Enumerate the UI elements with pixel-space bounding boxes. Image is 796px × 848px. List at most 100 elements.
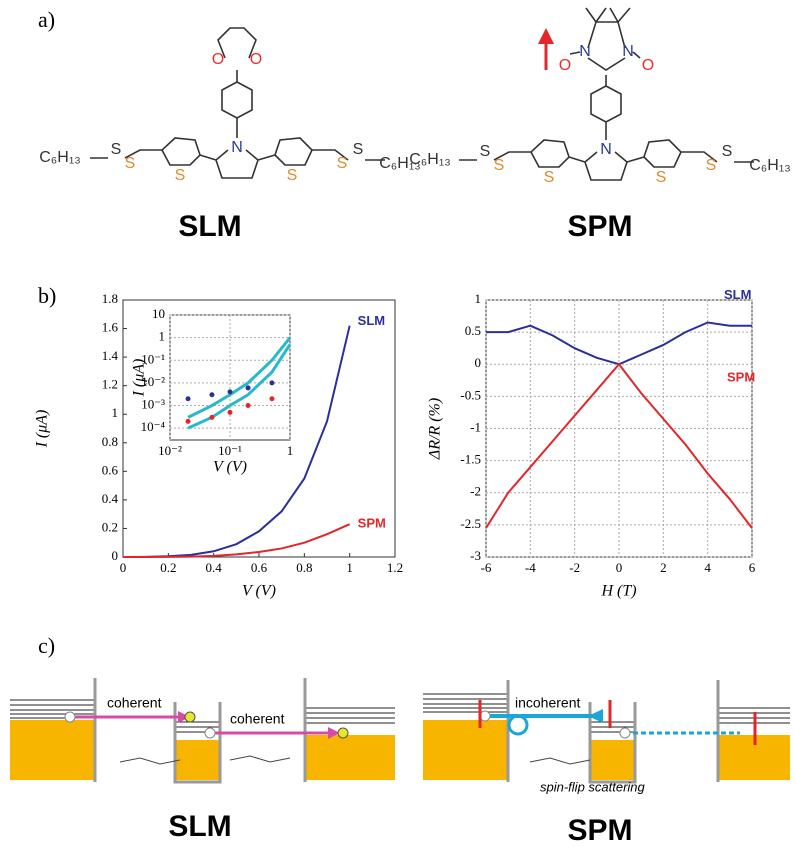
y-tick-label: 10⁻³ — [141, 397, 165, 412]
x-tick-label: 0.6 — [251, 560, 268, 575]
y-tick-label: 1 — [159, 329, 166, 344]
x-tick-label: 1 — [287, 443, 294, 458]
transport-label: coherent — [107, 695, 162, 711]
x-tick-label: -6 — [481, 560, 492, 575]
diagram-slm: coherent coherent SLM — [10, 678, 395, 843]
y-tick-label: -2 — [470, 484, 481, 499]
molecule-name: SPM — [567, 210, 632, 243]
x-tick-label: -2 — [569, 560, 580, 575]
atom: O — [250, 51, 262, 68]
y-tick-label: 10⁻¹ — [141, 351, 165, 366]
y-tick-label: -1 — [470, 419, 481, 434]
y-tick-label: -0.5 — [460, 387, 481, 402]
atom: S — [480, 143, 491, 160]
marker — [185, 396, 191, 402]
panel-label: a) — [38, 7, 55, 32]
y-tick-label: 10⁻² — [141, 374, 165, 389]
x-axis-label: V (V) — [213, 459, 247, 476]
marker — [227, 389, 233, 395]
panel-label: c) — [38, 633, 55, 658]
marker — [209, 392, 215, 398]
atom: S — [337, 155, 348, 172]
atom: S — [706, 157, 717, 174]
molecule-spm: O N N O N S S S S S S C₆H₁₃ C₆H₁₃ SPM — [409, 7, 791, 243]
y-tick-label: 0.4 — [102, 491, 119, 506]
atom: C₆H₁₃ — [379, 155, 420, 172]
y-tick-label: 10 — [152, 306, 165, 321]
y-tick-label: 1 — [112, 405, 119, 420]
y-tick-label: 0.5 — [465, 323, 481, 338]
y-tick-label: 1 — [475, 291, 482, 306]
y-axis-label: I (μA) — [34, 410, 51, 449]
x-tick-label: 4 — [704, 560, 711, 575]
series-label: SPM — [358, 516, 386, 531]
x-tick-label: 10⁻² — [158, 443, 182, 458]
atom: S — [125, 155, 136, 172]
y-axis-label: ΔR/R (%) — [427, 398, 444, 460]
y-tick-label: 0 — [112, 548, 119, 563]
atom: C₆H₁₃ — [39, 149, 80, 166]
atom: C₆H₁₃ — [749, 157, 790, 174]
spin-arrow-head — [538, 28, 554, 44]
y-tick-label: 1.6 — [102, 320, 119, 335]
atom: S — [111, 141, 122, 158]
x-tick-label: 0.2 — [160, 560, 176, 575]
series-line — [485, 362, 753, 529]
diagram-title: SLM — [168, 810, 231, 843]
molecule-name: SLM — [178, 210, 241, 243]
transport-label: coherent — [230, 711, 285, 727]
atom: S — [353, 141, 364, 158]
marker — [227, 409, 233, 415]
atom: S — [494, 157, 505, 174]
x-tick-label: 0.4 — [206, 560, 223, 575]
marker — [245, 385, 251, 391]
atom: S — [287, 167, 298, 184]
y-tick-label: -2.5 — [460, 516, 481, 531]
x-axis-label: H (T) — [600, 583, 636, 600]
atom: N — [231, 139, 243, 156]
atom: C₆H₁₃ — [409, 151, 450, 168]
x-tick-label: 0 — [616, 560, 623, 575]
x-tick-label: 2 — [660, 560, 667, 575]
x-axis-label: V (V) — [242, 583, 276, 600]
y-tick-label: -1.5 — [460, 452, 481, 467]
series-line — [123, 523, 351, 558]
atom: N — [600, 141, 612, 158]
transport-label: incoherent — [515, 695, 580, 711]
atom: O — [642, 57, 654, 74]
y-tick-label: -3 — [470, 548, 481, 563]
y-tick-label: 1.4 — [102, 348, 119, 363]
y-axis-label: I (μA) — [131, 359, 148, 398]
x-tick-label: 0 — [120, 560, 127, 575]
atom: S — [175, 167, 186, 184]
panel-label: b) — [38, 283, 56, 308]
diagram-spm: incoherent spin-flip scattering SPM — [423, 680, 790, 847]
marker — [209, 414, 215, 420]
series-label: SLM — [724, 287, 751, 302]
y-tick-label: 1.8 — [102, 291, 118, 306]
marker — [245, 403, 251, 409]
x-tick-label: -4 — [525, 560, 536, 575]
series-label: SPM — [727, 370, 755, 385]
atom: S — [544, 169, 555, 186]
molecule-slm: O O N S S S S S S C₆H₁₃ C₆H₁₃ SLM — [39, 27, 421, 243]
x-tick-label: 10⁻¹ — [218, 443, 242, 458]
series-line — [187, 343, 292, 430]
atom: N — [622, 43, 634, 60]
y-tick-label: 0.6 — [102, 462, 119, 477]
x-tick-label: 0.8 — [296, 560, 312, 575]
x-tick-label: 6 — [749, 560, 756, 575]
y-tick-label: 1.2 — [102, 377, 118, 392]
series-label: SLM — [358, 313, 385, 328]
panel-labels: a) b) c) — [38, 7, 56, 658]
atom: S — [656, 169, 667, 186]
atom: N — [579, 43, 591, 60]
x-tick-label: 1.2 — [387, 560, 403, 575]
y-tick-label: 0 — [475, 355, 482, 370]
atom: O — [559, 57, 571, 74]
marker — [185, 418, 191, 424]
transport-label: spin-flip scattering — [540, 779, 646, 794]
x-tick-label: 1 — [346, 560, 353, 575]
series-line — [187, 336, 292, 419]
